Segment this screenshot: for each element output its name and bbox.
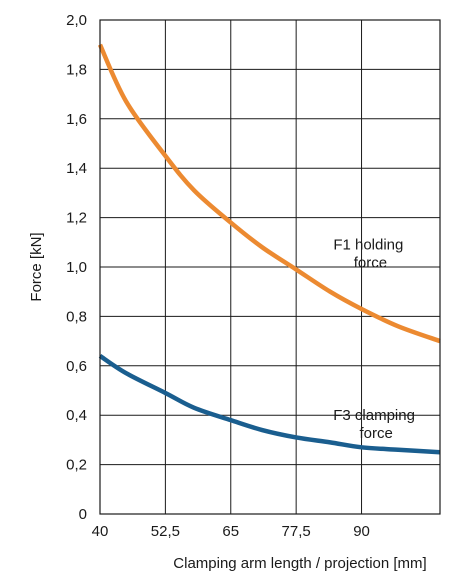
x-tick-label: 52,5: [151, 523, 180, 540]
y-tick-label: 2,0: [66, 12, 87, 29]
annotation-f1-line-1: F1 holding: [333, 237, 403, 254]
annotation-f3-line-2: force: [360, 425, 393, 442]
x-tick-label: 90: [353, 523, 370, 540]
y-tick-label: 0,6: [66, 358, 87, 375]
annotation-f1-holding-force: F1 holding force: [333, 237, 407, 272]
y-tick-label: 1,6: [66, 111, 87, 128]
plot-frame: [99, 19, 441, 515]
x-tick-label: 40: [92, 523, 109, 540]
x-tick-label: 77,5: [282, 523, 311, 540]
y-tick-label: 0,4: [66, 407, 87, 424]
series-f1-holding-force-line: [97, 43, 441, 344]
curve-layer: [97, 43, 441, 455]
x-axis-title: Clamping arm length / projection [mm]: [173, 555, 426, 572]
y-tick-label: 1,8: [66, 61, 87, 78]
y-tick-label: 0,8: [66, 308, 87, 325]
annotation-f3-clamping-force: F3 clamping force: [333, 407, 419, 442]
y-tick-label: 0: [79, 506, 87, 523]
y-tick-label: 0,2: [66, 457, 87, 474]
annotation-f3-line-1: F3 clamping: [333, 407, 415, 424]
y-tick-label: 1,4: [66, 160, 87, 177]
y-axis-title: Force [kN]: [28, 232, 45, 301]
series-f3-clamping-force-line: [98, 354, 441, 455]
x-tick-label: 65: [222, 523, 239, 540]
y-tick-label: 1,2: [66, 210, 87, 227]
annotation-f1-line-2: force: [354, 255, 387, 272]
y-tick-label: 1,0: [66, 259, 87, 276]
tick-labels: 0 0,2 0,4 0,6 0,8 1,0 1,2 1,4 1,6 1,8 2,0 40 52,5 65 7…: [66, 12, 370, 540]
